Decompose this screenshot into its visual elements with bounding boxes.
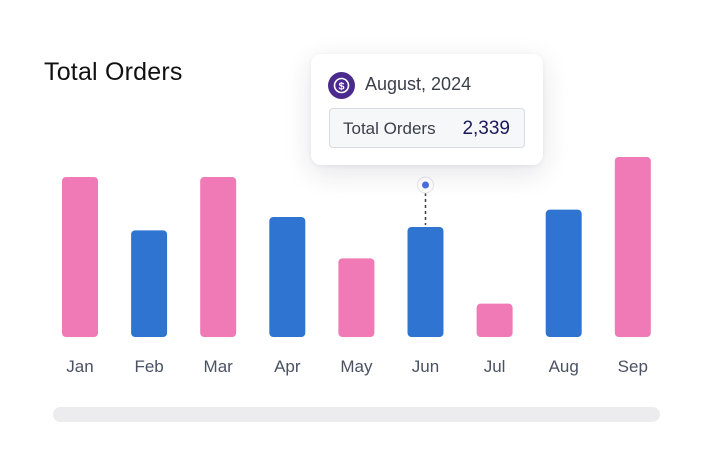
x-tick-label: Jun [412,357,439,376]
tooltip-date: August, 2024 [365,74,472,94]
x-tick-label: Apr [274,357,301,376]
bar-jul[interactable] [476,303,513,337]
x-tick-label: Jan [66,357,93,376]
bar-mar[interactable] [200,177,237,337]
x-tick-label: Jul [484,357,506,376]
dollar-coin-icon: $ [328,72,355,99]
bar-apr[interactable] [269,217,306,337]
bar-feb[interactable] [131,230,168,337]
bar-jan[interactable] [62,177,98,337]
bar-may[interactable] [338,258,375,337]
x-tick-label: Mar [204,357,234,376]
bar-jun[interactable] [407,227,444,337]
horizontal-scrollbar[interactable] [53,407,660,422]
tooltip-value: 2,339 [462,118,510,139]
x-tick-label: Feb [134,357,163,376]
bar-aug[interactable] [545,209,582,337]
bar-sep[interactable] [614,157,651,337]
tooltip-value-box: Total Orders 2,339 [329,108,525,148]
svg-text:$: $ [339,80,345,92]
chart-title: Total Orders [44,58,183,86]
hover-marker[interactable] [422,181,429,189]
chart-tooltip: $ August, 2024 Total Orders 2,339 [311,54,543,165]
x-tick-label: May [340,357,373,376]
x-tick-label: Aug [549,357,579,376]
tooltip-label: Total Orders [343,119,436,138]
x-tick-label: Sep [618,357,648,376]
